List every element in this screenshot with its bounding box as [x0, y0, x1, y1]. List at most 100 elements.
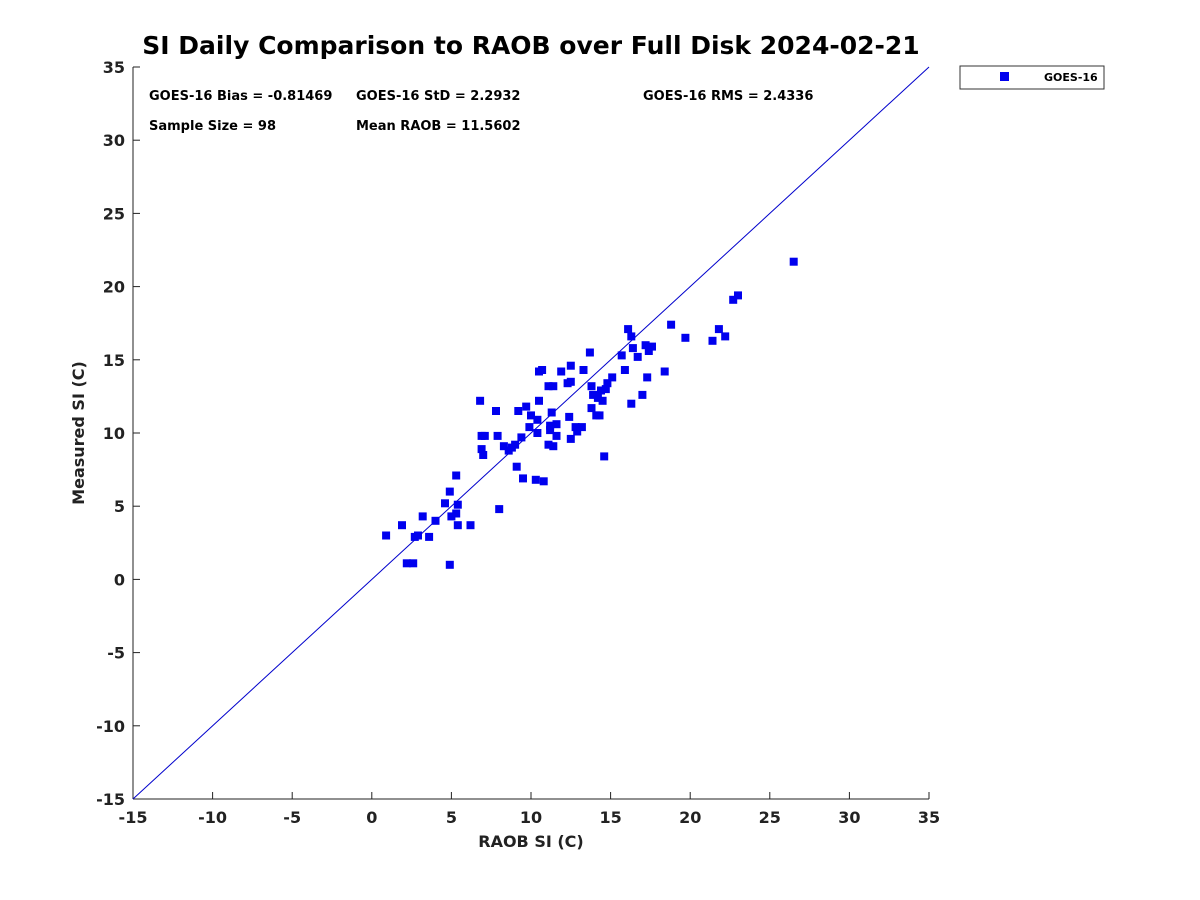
data-point: [533, 415, 542, 424]
y-tick-label: 15: [103, 351, 125, 370]
data-point: [547, 408, 556, 417]
data-point: [477, 445, 486, 454]
data-point: [638, 390, 647, 399]
data-point: [519, 474, 527, 483]
data-point: [643, 373, 652, 382]
data-point: [409, 559, 418, 568]
data-point: [597, 386, 605, 395]
data-point: [608, 373, 617, 382]
data-point: [512, 462, 521, 471]
x-tick-label: 10: [520, 808, 542, 827]
x-tick-label: 30: [838, 808, 860, 827]
stat-bias: GOES-16 Bias = -0.81469: [149, 89, 332, 104]
data-point: [546, 421, 555, 430]
data-point: [573, 427, 582, 436]
data-point: [499, 442, 508, 451]
data-point: [571, 423, 580, 432]
data-point: [566, 434, 575, 443]
x-axis-label: RAOB SI (C): [478, 832, 583, 851]
stat-mean-raob: Mean RAOB = 11.5602: [356, 119, 521, 134]
data-point: [627, 332, 636, 341]
data-point: [598, 396, 607, 405]
data-point: [431, 516, 440, 525]
data-point: [600, 452, 609, 461]
legend-marker-square: [1000, 72, 1009, 81]
data-point: [466, 521, 475, 530]
data-point: [633, 352, 642, 361]
data-point: [539, 477, 548, 486]
data-point: [708, 336, 717, 345]
y-tick-label: 35: [103, 58, 125, 77]
data-point: [667, 320, 676, 329]
x-tick-label: 35: [918, 808, 940, 827]
legend: GOES-16: [959, 65, 1105, 90]
data-point: [648, 342, 656, 351]
data-point: [714, 325, 723, 334]
y-tick-label: -10: [96, 717, 125, 736]
y-axis-label: Measured SI (C): [69, 361, 88, 505]
x-tick-label: 20: [679, 808, 701, 827]
data-point: [566, 377, 575, 386]
data-point: [734, 291, 742, 300]
data-point: [480, 431, 489, 440]
data-point: [593, 393, 602, 402]
data-point: [729, 295, 738, 304]
x-tick-label: 15: [599, 808, 621, 827]
data-point: [479, 451, 488, 459]
legend-box: [959, 65, 1105, 90]
data-point: [527, 411, 535, 420]
data-point: [681, 333, 690, 342]
data-point: [544, 440, 553, 449]
data-point: [522, 402, 531, 411]
data-point: [549, 382, 558, 391]
x-tick-label: -15: [119, 808, 148, 827]
data-point: [552, 431, 561, 440]
data-point: [511, 440, 520, 449]
data-point: [577, 423, 586, 432]
x-axis-ticks: -15 -10 -5 0 5 10 15 20 25 30 35: [119, 792, 940, 827]
legend-entry-goes-16: GOES-16: [1044, 71, 1098, 84]
data-point: [493, 431, 502, 440]
stats-annotations: GOES-16 Bias = -0.81469 GOES-16 StD = 2.…: [149, 89, 813, 134]
y-tick-label: 20: [103, 278, 125, 297]
data-point: [549, 442, 558, 451]
data-point: [721, 332, 730, 341]
data-point: [603, 379, 612, 388]
data-point: [453, 521, 462, 530]
data-point: [531, 475, 540, 484]
data-point: [517, 433, 526, 442]
data-point: [447, 512, 456, 521]
data-point: [533, 429, 542, 437]
data-point: [587, 404, 596, 413]
data-point: [627, 399, 636, 408]
x-tick-label: -10: [198, 808, 227, 827]
x-tick-label: 5: [446, 808, 457, 827]
data-point: [425, 532, 434, 541]
data-point: [538, 366, 547, 374]
data-point: [525, 423, 534, 432]
data-point: [382, 531, 391, 540]
data-point: [589, 390, 598, 399]
data-point: [535, 396, 543, 405]
data-point: [585, 348, 594, 357]
y-tick-label: 30: [103, 131, 125, 150]
stat-std: GOES-16 StD = 2.2932: [356, 89, 520, 104]
data-point: [628, 344, 637, 353]
data-point: [398, 521, 406, 530]
data-point: [445, 560, 454, 569]
data-point: [566, 361, 575, 370]
data-point: [565, 412, 574, 421]
chart-title: SI Daily Comparison to RAOB over Full Di…: [142, 31, 919, 60]
data-point: [789, 257, 798, 266]
x-tick-label: -5: [283, 808, 301, 827]
data-point: [452, 509, 461, 518]
x-tick-label: 25: [759, 808, 781, 827]
data-point: [453, 500, 462, 509]
data-point: [595, 411, 604, 420]
y-axis-ticks: -15 -10 -5 0 5 10 15 20 25 30 35: [96, 58, 140, 809]
data-point: [660, 367, 669, 376]
data-point: [620, 366, 629, 374]
data-point: [414, 531, 422, 540]
